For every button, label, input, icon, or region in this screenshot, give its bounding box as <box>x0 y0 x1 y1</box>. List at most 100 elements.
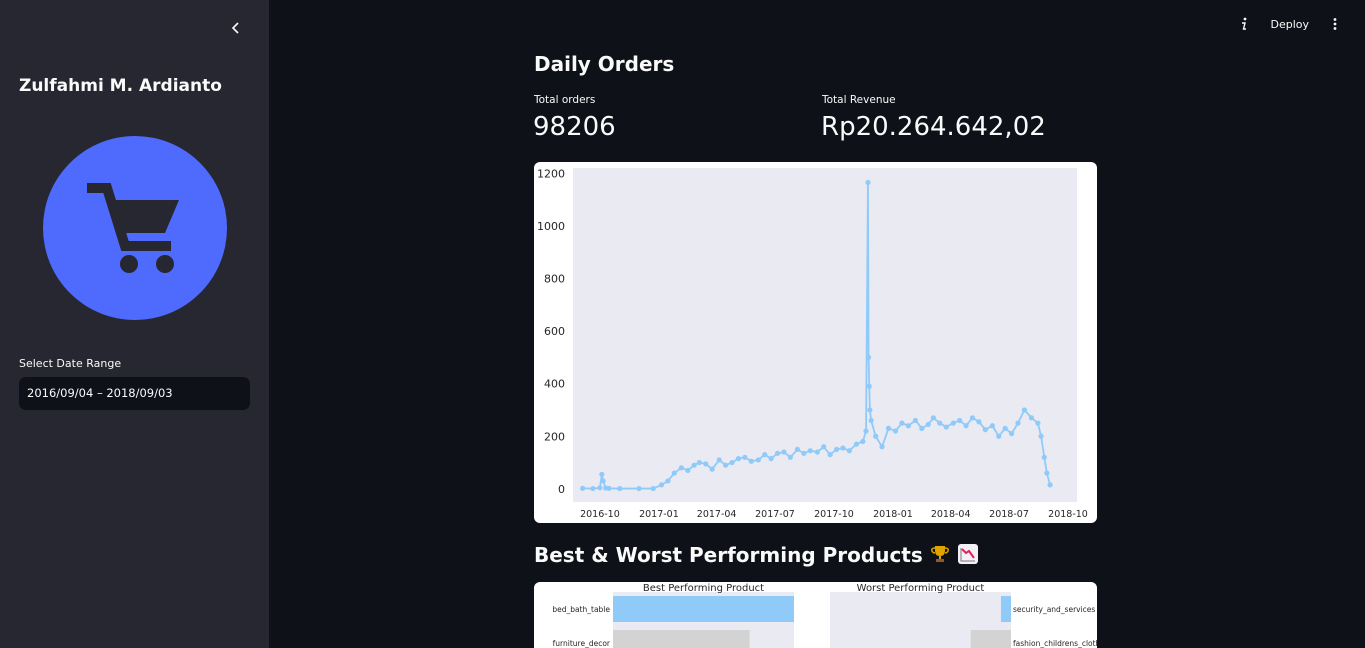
data-point <box>742 454 748 460</box>
data-point <box>597 485 603 491</box>
data-point <box>860 438 866 445</box>
data-point <box>943 424 949 430</box>
data-point <box>716 457 722 463</box>
best-product-title: Best Performing Product <box>643 583 764 594</box>
data-point <box>1021 407 1028 413</box>
data-point <box>865 179 871 186</box>
total-orders-label: Total orders <box>534 94 596 106</box>
worst-product-title: Worst Performing Product <box>857 583 985 594</box>
info-icon[interactable] <box>1236 14 1252 34</box>
data-point <box>863 428 869 434</box>
data-point <box>691 462 697 468</box>
daily-orders-title: Daily Orders <box>534 52 675 76</box>
data-point <box>617 485 623 492</box>
data-point <box>925 421 931 428</box>
data-point <box>867 407 873 413</box>
y-tick-label: 1000 <box>537 220 565 233</box>
performing-products-title-text: Best & Worst Performing Products <box>534 543 923 567</box>
data-point <box>807 448 813 454</box>
y-tick-label: 800 <box>544 272 565 285</box>
data-point <box>873 433 879 439</box>
data-point <box>969 415 976 421</box>
data-point <box>735 456 742 462</box>
data-point <box>580 485 586 491</box>
deploy-button[interactable]: Deploy <box>1270 17 1309 31</box>
data-point <box>1028 415 1035 421</box>
header-actions: Deploy <box>1236 14 1343 34</box>
sidebar: Zulfahmi M. Ardianto Select Date Range 2… <box>0 0 269 648</box>
data-point <box>814 449 820 455</box>
chart-decreasing-icon <box>957 543 979 570</box>
y-tick-label: 1200 <box>537 167 565 180</box>
x-tick-label: 2016-10 <box>580 509 620 520</box>
data-point <box>996 433 1002 439</box>
data-point <box>1047 482 1053 488</box>
data-point <box>879 444 885 450</box>
data-point <box>671 470 677 476</box>
y-tick-label: 400 <box>544 378 565 391</box>
date-range-input[interactable]: 2016/09/04 – 2018/09/03 <box>19 377 250 410</box>
data-point <box>868 417 874 424</box>
data-point <box>1008 431 1015 437</box>
total-revenue-value: Rp20.264.642,02 <box>821 112 1046 142</box>
data-point <box>853 441 860 447</box>
data-point <box>866 354 872 360</box>
data-point <box>1041 454 1047 460</box>
data-point <box>1044 470 1050 476</box>
y-tick-label: 0 <box>558 483 565 496</box>
performing-products-title: Best & Worst Performing Products <box>534 543 979 570</box>
data-point <box>821 444 827 450</box>
x-tick-label: 2017-01 <box>639 509 679 520</box>
x-tick-label: 2018-01 <box>873 509 913 520</box>
product-bar <box>613 630 750 648</box>
data-point <box>1002 425 1008 431</box>
x-tick-label: 2018-10 <box>1048 509 1088 520</box>
data-point <box>976 419 982 425</box>
data-point <box>685 467 691 474</box>
data-point <box>781 449 787 455</box>
data-point <box>801 450 807 456</box>
data-point <box>748 458 754 464</box>
product-label: furniture_decor <box>553 639 611 648</box>
shopping-cart-icon <box>87 183 179 273</box>
data-point <box>768 456 774 462</box>
data-point <box>590 485 596 492</box>
data-point <box>755 457 761 463</box>
data-point <box>774 450 781 456</box>
data-point <box>905 423 911 429</box>
logo <box>43 136 227 320</box>
data-point <box>729 459 735 466</box>
y-tick-label: 600 <box>544 325 565 338</box>
data-point <box>957 417 963 424</box>
trophy-icon <box>930 544 950 569</box>
chevron-left-icon[interactable] <box>225 17 247 39</box>
data-point <box>833 446 840 453</box>
y-tick-label: 200 <box>544 430 565 443</box>
daily-orders-chart: 0 200 400 600 800 1000 1200 2016-10 2017-01 2017-… <box>534 162 1097 523</box>
data-point <box>846 448 852 454</box>
data-point <box>696 459 702 466</box>
product-bar <box>970 630 1011 648</box>
data-point <box>1035 420 1041 426</box>
data-point <box>1038 433 1044 439</box>
data-point <box>827 452 833 458</box>
data-point <box>600 478 606 484</box>
x-tick-label: 2018-07 <box>989 509 1029 520</box>
data-point <box>636 485 642 492</box>
plot-area <box>573 168 1077 502</box>
data-point <box>787 454 793 460</box>
data-point <box>709 466 715 472</box>
product-label: security_and_services <box>1013 605 1095 614</box>
data-point <box>703 461 709 467</box>
data-point <box>912 417 919 424</box>
data-point <box>658 482 665 488</box>
data-point <box>989 423 995 429</box>
x-tick-label: 2017-07 <box>755 509 795 520</box>
sidebar-title: Zulfahmi M. Ardianto <box>19 76 222 96</box>
data-point <box>899 420 905 426</box>
total-revenue-label: Total Revenue <box>822 94 896 106</box>
performing-products-chart: Best Performing Product bed_bath_table fur… <box>534 582 1097 648</box>
data-point <box>650 485 656 492</box>
kebab-menu-icon[interactable] <box>1327 14 1343 34</box>
data-point <box>840 445 846 451</box>
